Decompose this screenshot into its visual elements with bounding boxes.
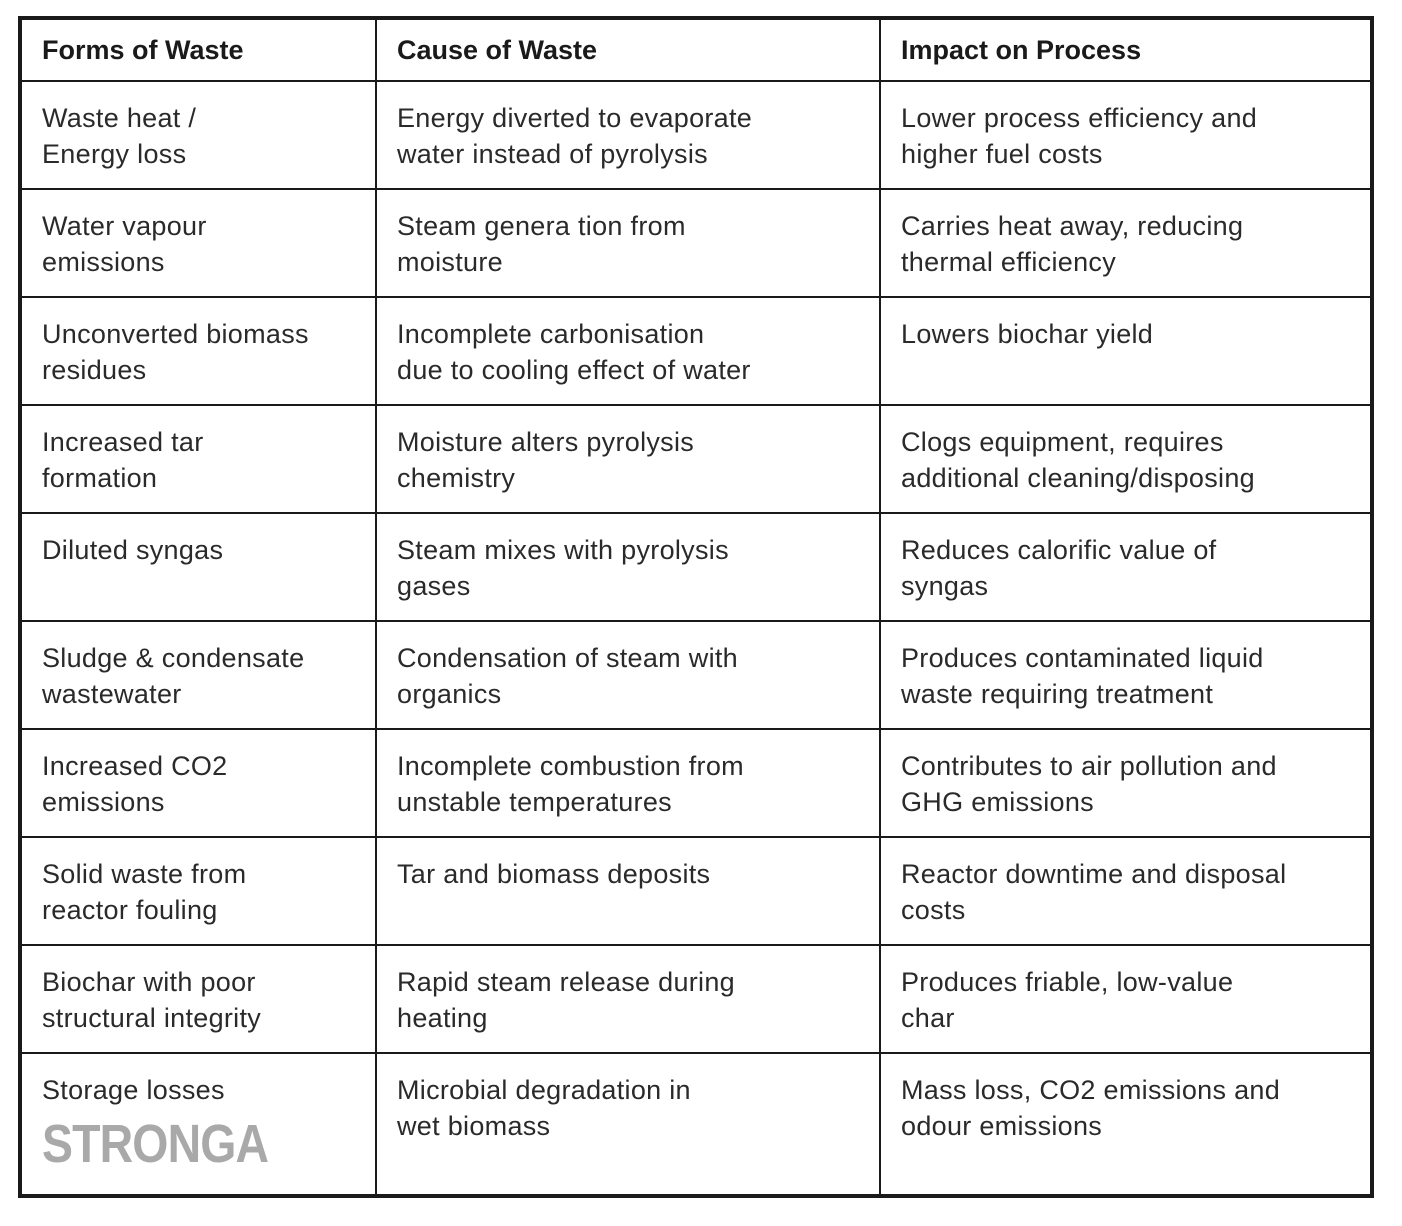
impact-cell: Reactor downtime and disposal costs bbox=[879, 836, 1370, 946]
impact-cell: Reduces calorific value of syngas bbox=[879, 512, 1370, 622]
cause-cell: Steam mixes with pyrolysis gases bbox=[375, 512, 881, 622]
cause-cell: Rapid steam release during heating bbox=[375, 944, 881, 1054]
cause-cell: Condensation of steam with organics bbox=[375, 620, 881, 730]
impact-cell: Lowers biochar yield bbox=[879, 296, 1370, 406]
impact-cell: Carries heat away, reducing thermal effic… bbox=[879, 188, 1370, 298]
table-row: Storage losses STRONGA Microbial degrada… bbox=[22, 1052, 1370, 1194]
cause-cell: Incomplete carbonisation due to cooling e… bbox=[375, 296, 881, 406]
form-cell: Storage losses STRONGA bbox=[22, 1052, 377, 1194]
waste-table-container: Forms of Waste Cause of Waste Impact on … bbox=[18, 16, 1374, 1198]
cause-cell: Energy diverted to evaporate water instea… bbox=[375, 80, 881, 190]
impact-cell: Mass loss, CO2 emissions and odour emissi… bbox=[879, 1052, 1370, 1194]
cause-cell: Steam genera tion from moisture bbox=[375, 188, 881, 298]
table-row: Biochar with poor structural integrity Ra… bbox=[22, 944, 1370, 1054]
header-cause-of-waste: Cause of Waste bbox=[375, 20, 881, 82]
table-row: Water vapour emissions Steam genera tion … bbox=[22, 188, 1370, 298]
form-cell: Unconverted biomass residues bbox=[22, 296, 377, 406]
table-row: Increased CO2 emissions Incomplete combus… bbox=[22, 728, 1370, 838]
stronga-logo: STRONGA bbox=[42, 1114, 269, 1174]
impact-cell: Contributes to air pollution and GHG emis… bbox=[879, 728, 1370, 838]
impact-cell: Produces friable, low-value char bbox=[879, 944, 1370, 1054]
table-row: Sludge & condensate wastewater Condensati… bbox=[22, 620, 1370, 730]
cause-cell: Microbial degradation in wet biomass bbox=[375, 1052, 881, 1194]
form-cell: Increased CO2 emissions bbox=[22, 728, 377, 838]
cause-cell: Moisture alters pyrolysis chemistry bbox=[375, 404, 881, 514]
impact-cell: Produces contaminated liquid waste requir… bbox=[879, 620, 1370, 730]
form-cell: Waste heat / Energy loss bbox=[22, 80, 377, 190]
header-impact-on-process: Impact on Process bbox=[879, 20, 1370, 82]
form-cell: Biochar with poor structural integrity bbox=[22, 944, 377, 1054]
table-row: Diluted syngas Steam mixes with pyrolysi… bbox=[22, 512, 1370, 622]
form-cell-text: Storage losses bbox=[42, 1075, 225, 1105]
form-cell: Diluted syngas bbox=[22, 512, 377, 622]
table-row: Waste heat / Energy loss Energy diverted … bbox=[22, 80, 1370, 190]
table-header-row: Forms of Waste Cause of Waste Impact on … bbox=[22, 20, 1370, 82]
table-row: Solid waste from reactor fouling Tar and … bbox=[22, 836, 1370, 946]
form-cell: Solid waste from reactor fouling bbox=[22, 836, 377, 946]
cause-cell: Incomplete combustion from unstable tempe… bbox=[375, 728, 881, 838]
header-forms-of-waste: Forms of Waste bbox=[22, 20, 377, 82]
form-cell: Water vapour emissions bbox=[22, 188, 377, 298]
table-row: Increased tar formation Moisture alters p… bbox=[22, 404, 1370, 514]
impact-cell: Lower process efficiency and higher fuel … bbox=[879, 80, 1370, 190]
impact-cell: Clogs equipment, requires additional clea… bbox=[879, 404, 1370, 514]
waste-table: Forms of Waste Cause of Waste Impact on … bbox=[22, 20, 1370, 1194]
table-row: Unconverted biomass residues Incomplete c… bbox=[22, 296, 1370, 406]
form-cell: Sludge & condensate wastewater bbox=[22, 620, 377, 730]
cause-cell: Tar and biomass deposits bbox=[375, 836, 881, 946]
form-cell: Increased tar formation bbox=[22, 404, 377, 514]
